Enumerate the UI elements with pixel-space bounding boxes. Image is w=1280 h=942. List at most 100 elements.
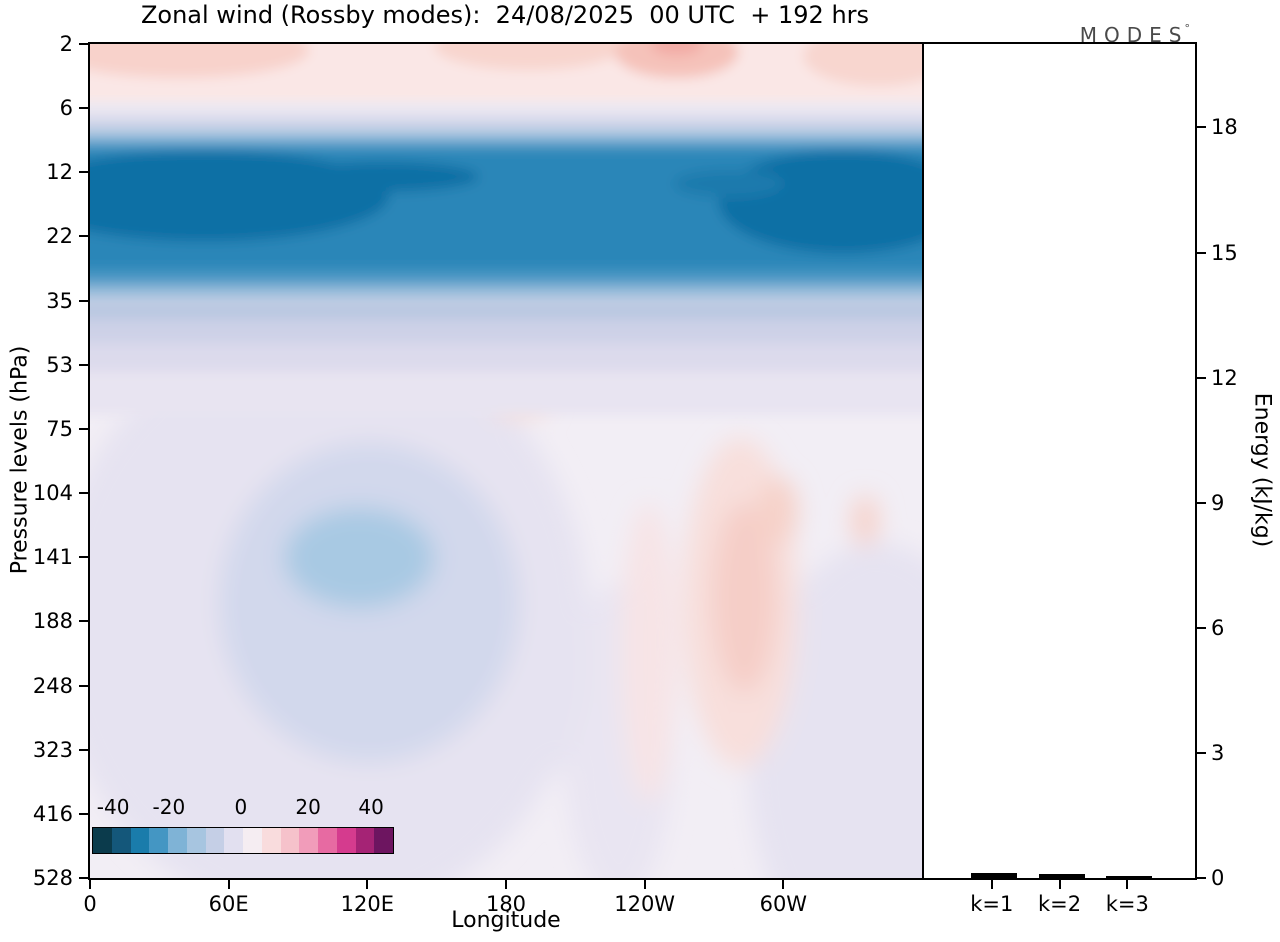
pressure-tick-label: 104	[32, 481, 73, 506]
pressure-tick-label: 141	[32, 545, 73, 570]
colorbar-tick-label: 0	[234, 795, 248, 819]
longitude-tick-label: 120E	[340, 892, 395, 916]
colorbar-tick-label: -40	[96, 795, 130, 819]
colorbar-cell	[186, 828, 206, 853]
pressure-tick-mark	[79, 684, 88, 687]
lower-transition-bands	[90, 299, 922, 416]
pressure-tick-label: 188	[32, 609, 73, 634]
longitude-tick-label: 0	[83, 892, 97, 916]
longitude-axis: 0 60E 120E 180 120W 60W	[83, 878, 924, 938]
wavenumber-tick-mark	[1126, 880, 1129, 889]
longitude-axis-label: Longitude	[451, 908, 561, 933]
pressure-tick-mark	[79, 171, 88, 174]
colorbar-tick-label: 40	[358, 795, 384, 819]
longitude-tick-mark	[89, 880, 91, 889]
pressure-tick-label: 53	[46, 352, 73, 377]
energy-tick-label: 18	[1211, 115, 1238, 140]
longitude-tick-mark	[782, 880, 785, 889]
energy-tick-mark	[1197, 626, 1206, 629]
longitude-tick-mark	[227, 880, 230, 889]
pressure-tick-mark	[79, 492, 88, 495]
colorbar-labels: -40 -20 0 20 40	[92, 795, 394, 821]
energy-tick-mark	[1197, 501, 1206, 504]
pressure-tick-mark	[79, 748, 88, 751]
pressure-tick-label: 2	[59, 32, 73, 56]
energy-tick-label: 0	[1211, 866, 1225, 890]
easterly-jet-band	[90, 129, 922, 306]
wavenumber-tick-label: k=1	[970, 892, 1014, 916]
energy-tick-label: 3	[1211, 740, 1225, 765]
wavenumber-tick-label: k=2	[1037, 892, 1082, 916]
longitude-tick-label: 180	[485, 892, 527, 916]
top-positive-layer	[90, 44, 922, 109]
longitude-tick-mark	[505, 880, 507, 889]
colorbar-cell	[299, 828, 318, 853]
energy-tick-label: 6	[1211, 615, 1225, 640]
colorbar-cell	[130, 828, 150, 853]
energy-bar	[970, 873, 1017, 878]
pressure-tick-mark	[79, 235, 88, 238]
colorbar-cell	[93, 828, 112, 853]
energy-bars	[924, 44, 1195, 878]
wavenumber-tick-label: k=3	[1105, 892, 1149, 916]
longitude-tick-label: 60W	[759, 892, 808, 916]
pressure-tick-label: 6	[59, 96, 73, 121]
energy-tick-label: 15	[1211, 240, 1238, 265]
pressure-tick-label: 12	[46, 160, 73, 185]
colorbar-tick-label: -20	[152, 795, 186, 819]
energy-bar	[1038, 873, 1085, 878]
colorbar-cell	[261, 828, 281, 853]
pressure-tick-label: 248	[32, 673, 73, 698]
energy-tick-mark	[1197, 251, 1206, 254]
pressure-tick-label: 75	[46, 416, 73, 441]
contour-panel: -40 -20 0 20 40	[88, 42, 924, 880]
colorbar-cell	[149, 828, 168, 853]
energy-tick-mark	[1197, 126, 1206, 129]
pressure-tick-mark	[79, 812, 88, 815]
energy-bar	[1106, 875, 1153, 878]
colorbar-cell	[205, 828, 225, 853]
pressure-tick-mark	[79, 299, 88, 302]
energy-tick-label: 9	[1211, 490, 1225, 515]
pressure-tick-label: 323	[32, 737, 73, 762]
modes-logo-degree-mark: °	[1184, 22, 1191, 35]
pressure-tick-mark	[79, 877, 88, 879]
colorbar	[92, 827, 394, 854]
troposphere-anomaly-blobs	[90, 323, 922, 878]
colorbar-cell	[355, 828, 375, 853]
colorbar-cell	[374, 828, 393, 853]
pressure-axis: 2 6 12 22 35 53 75 104 141 188 248 323 416 528	[0, 32, 88, 890]
colorbar-cell	[168, 828, 187, 853]
pressure-tick-mark	[79, 556, 88, 559]
colorbar-cell	[280, 828, 300, 853]
energy-tick-mark	[1197, 376, 1206, 379]
colorbar-cell	[224, 828, 243, 853]
wavenumber-tick-mark	[1058, 880, 1061, 889]
plot-title: Zonal wind (Rossby modes): 24/08/2025 00…	[140, 1, 870, 29]
energy-tick-mark	[1197, 751, 1206, 754]
energy-tick-mark	[1197, 877, 1206, 879]
pressure-tick-label: 22	[46, 224, 73, 249]
energy-tick-label: 12	[1211, 365, 1238, 390]
longitude-tick-mark	[643, 880, 646, 889]
colorbar-cell	[243, 828, 262, 853]
pressure-tick-mark	[79, 107, 88, 110]
pressure-tick-mark	[79, 620, 88, 623]
colorbar-tick-label: 20	[295, 795, 321, 819]
longitude-tick-mark	[366, 880, 369, 889]
colorbar-cell	[336, 828, 356, 853]
pressure-tick-label: 528	[32, 866, 73, 890]
pressure-tick-mark	[79, 363, 88, 366]
wavenumber-tick-mark	[990, 880, 993, 889]
pressure-tick-mark	[79, 427, 88, 430]
pressure-tick-label: 35	[46, 288, 73, 313]
energy-axis: 0 3 6 9 12 15 18	[1197, 42, 1277, 890]
energy-panel	[922, 42, 1197, 880]
colorbar-cell	[318, 828, 337, 853]
pressure-tick-label: 416	[32, 801, 73, 826]
longitude-tick-label: 120W	[614, 892, 676, 916]
colorbar-cell	[111, 828, 131, 853]
pressure-tick-mark	[79, 43, 88, 45]
wavenumber-axis: k=1 k=2 k=3	[922, 878, 1197, 938]
